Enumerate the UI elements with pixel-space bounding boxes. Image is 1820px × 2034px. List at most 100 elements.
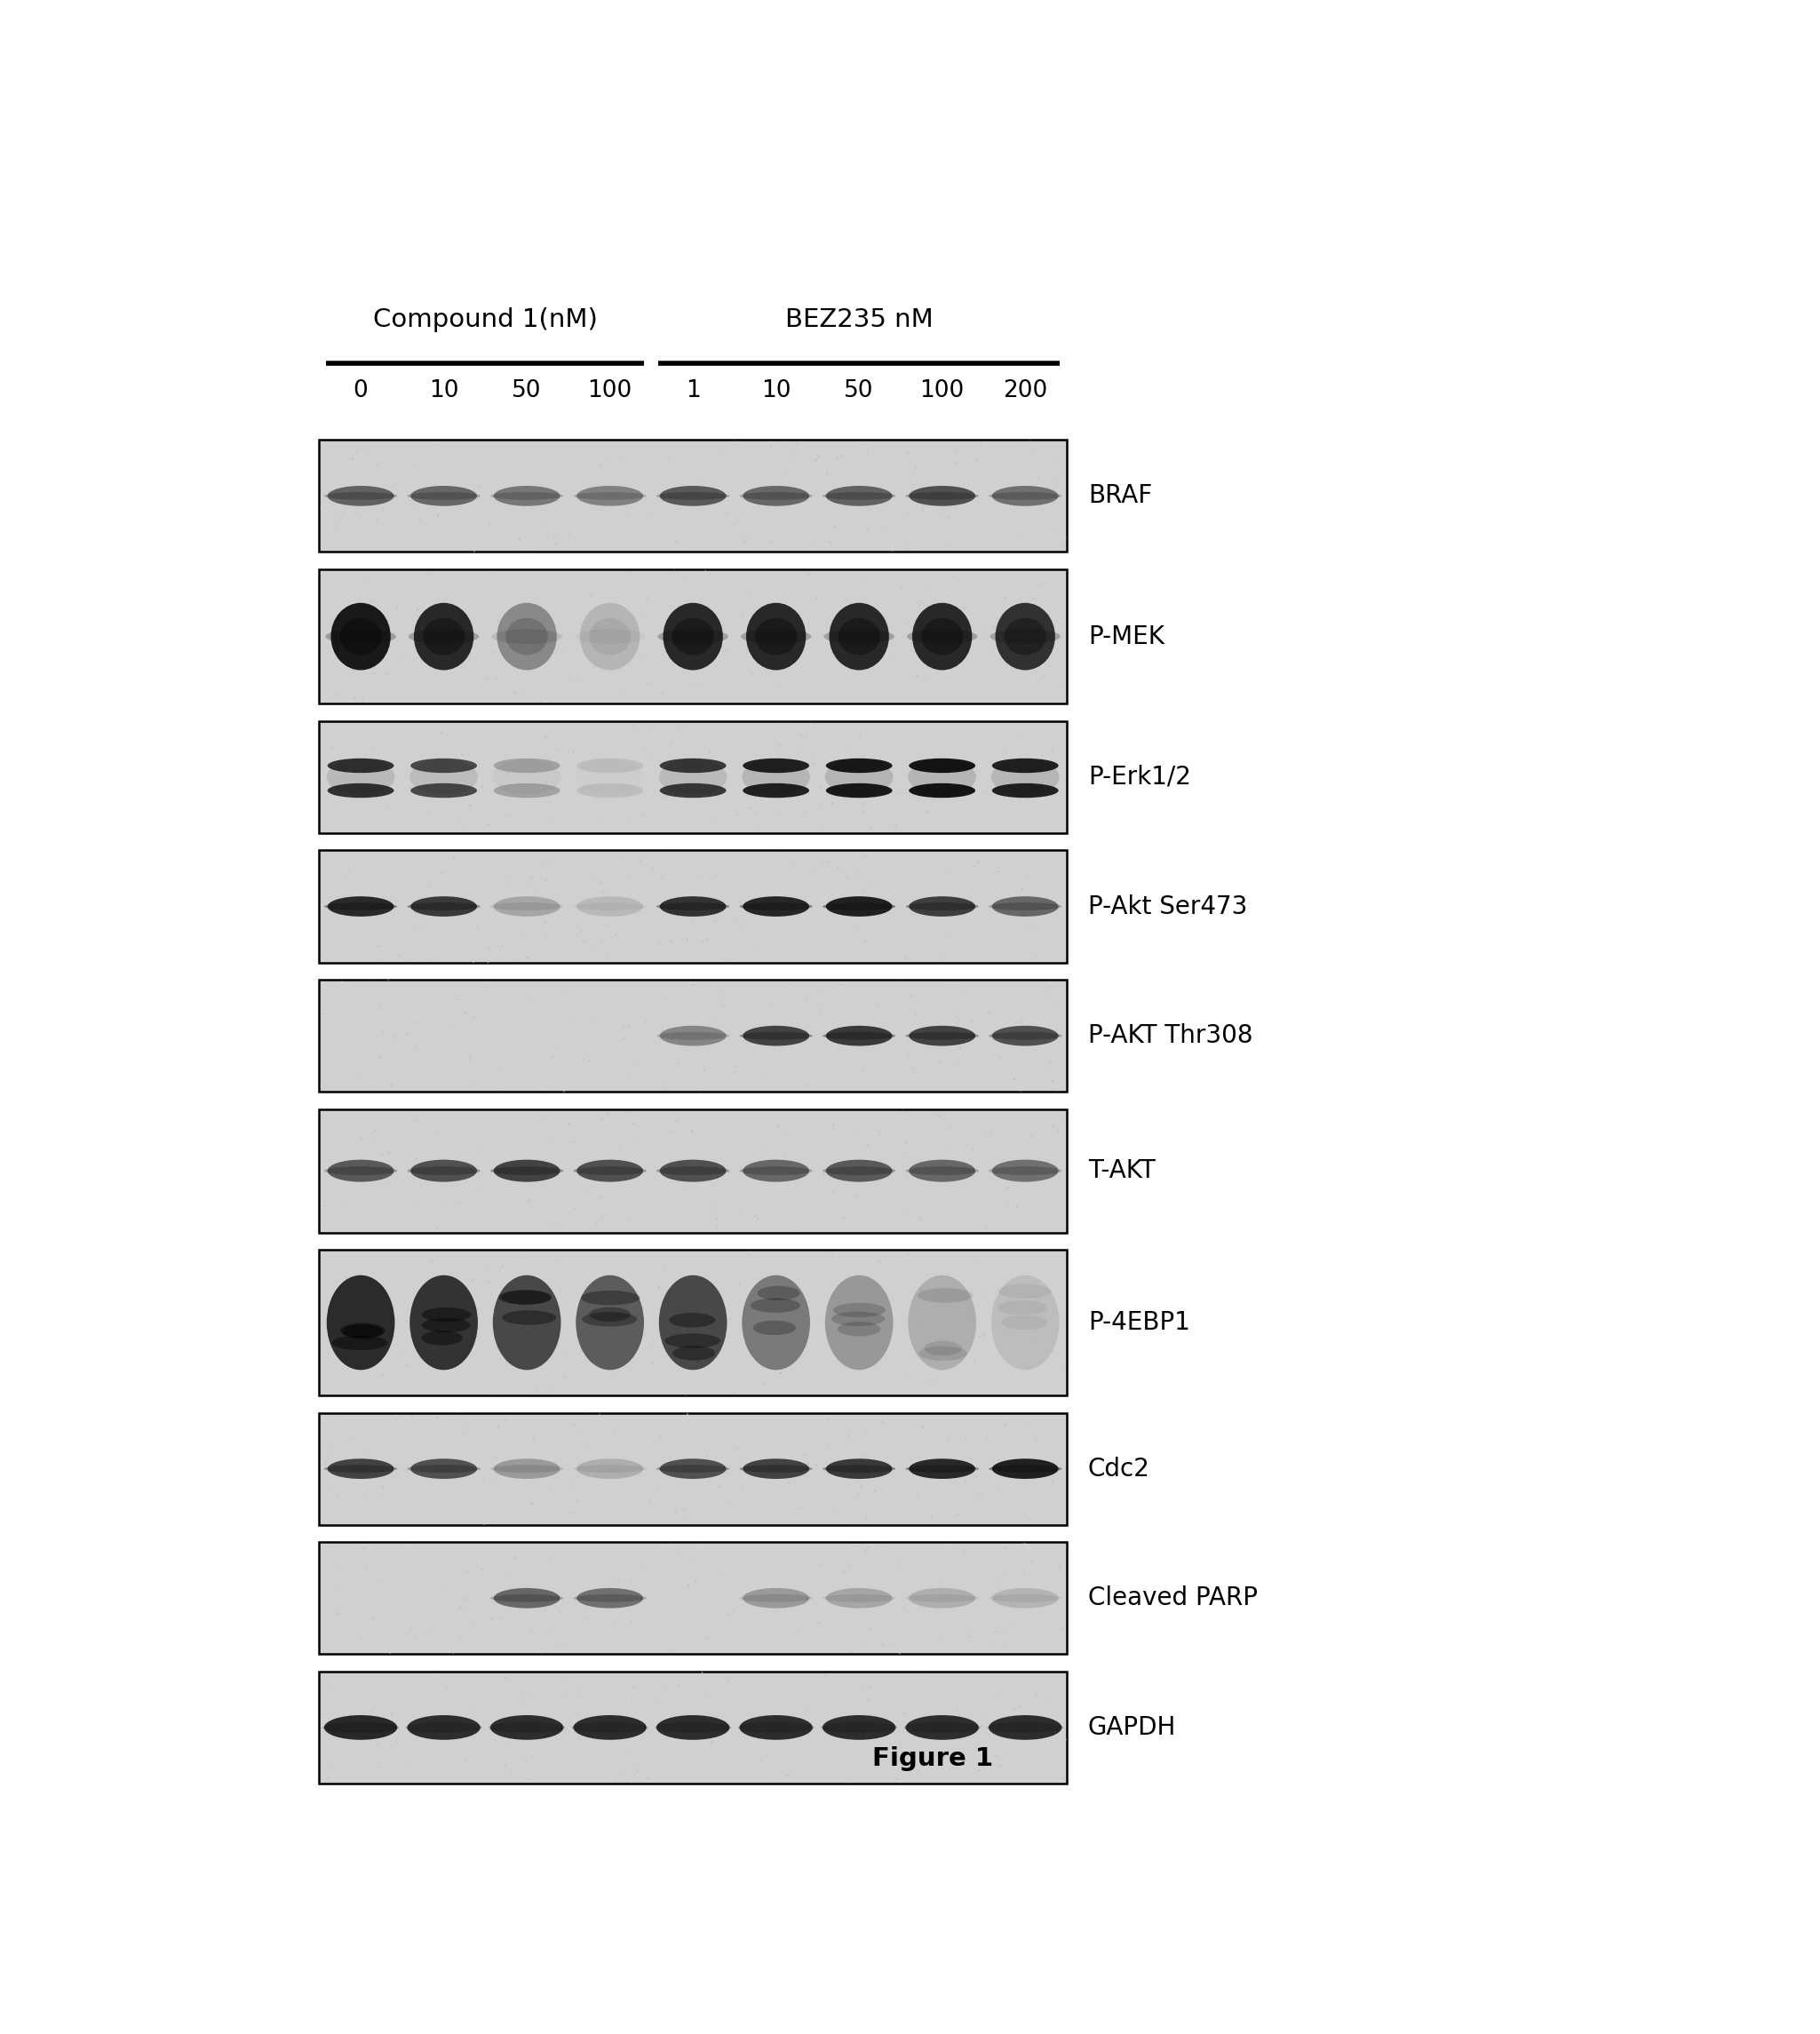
- Point: [843, 1161, 872, 1194]
- Point: [384, 641, 413, 673]
- Point: [661, 525, 690, 557]
- Point: [986, 1493, 1016, 1526]
- Ellipse shape: [659, 1159, 726, 1182]
- Point: [557, 734, 586, 767]
- Point: [814, 803, 843, 836]
- Point: [320, 1550, 349, 1582]
- Point: [990, 1133, 1019, 1165]
- Ellipse shape: [988, 1165, 1061, 1176]
- Point: [457, 1607, 486, 1639]
- Point: [482, 1723, 511, 1755]
- Point: [912, 504, 941, 537]
- Point: [1034, 1759, 1063, 1792]
- Point: [719, 1377, 748, 1410]
- Point: [892, 1137, 921, 1170]
- Point: [308, 492, 337, 525]
- Point: [1050, 1582, 1079, 1615]
- Point: [863, 1104, 892, 1137]
- Point: [799, 848, 828, 881]
- Ellipse shape: [824, 1275, 894, 1371]
- Ellipse shape: [988, 492, 1061, 500]
- Point: [941, 608, 970, 641]
- Point: [941, 433, 970, 466]
- Point: [1012, 1170, 1041, 1202]
- Point: [439, 1637, 468, 1670]
- Point: [459, 1001, 488, 1033]
- Point: [670, 1422, 699, 1454]
- Ellipse shape: [328, 897, 393, 917]
- Point: [903, 452, 932, 484]
- Point: [763, 1595, 792, 1627]
- Point: [455, 645, 484, 677]
- Point: [666, 848, 695, 881]
- Ellipse shape: [741, 629, 812, 645]
- Point: [950, 476, 979, 508]
- Point: [979, 1283, 1008, 1316]
- Point: [662, 712, 692, 744]
- Point: [615, 604, 644, 637]
- Point: [672, 1379, 701, 1412]
- Point: [688, 1656, 717, 1688]
- Point: [697, 897, 726, 930]
- Point: [764, 1766, 794, 1798]
- Point: [353, 1434, 382, 1467]
- Point: [952, 1766, 981, 1798]
- Ellipse shape: [493, 783, 561, 797]
- Point: [996, 1182, 1025, 1214]
- Point: [644, 1239, 673, 1271]
- Point: [1008, 1558, 1037, 1591]
- Ellipse shape: [739, 1595, 812, 1603]
- Point: [706, 431, 735, 464]
- Point: [559, 508, 588, 541]
- Point: [648, 781, 677, 814]
- Point: [417, 866, 446, 899]
- Point: [894, 533, 923, 565]
- Point: [1045, 1550, 1074, 1582]
- Point: [581, 1005, 610, 1037]
- Point: [480, 1572, 510, 1605]
- Ellipse shape: [324, 492, 397, 500]
- Point: [404, 1245, 433, 1277]
- Point: [318, 1560, 348, 1593]
- Ellipse shape: [328, 486, 393, 506]
- Point: [635, 525, 664, 557]
- Text: BEZ235 nM: BEZ235 nM: [784, 307, 934, 332]
- Point: [417, 1245, 446, 1277]
- Point: [959, 1133, 988, 1165]
- Point: [455, 923, 484, 956]
- Point: [724, 887, 753, 919]
- Point: [424, 431, 453, 464]
- Point: [488, 1715, 517, 1747]
- Point: [366, 1041, 395, 1074]
- Point: [466, 1454, 495, 1487]
- Point: [726, 1436, 755, 1469]
- Point: [470, 1509, 499, 1542]
- Point: [419, 1245, 448, 1277]
- Point: [568, 753, 597, 785]
- Ellipse shape: [992, 1458, 1059, 1479]
- Point: [682, 1298, 712, 1330]
- Point: [513, 1186, 542, 1218]
- Ellipse shape: [743, 759, 810, 773]
- Point: [612, 1737, 641, 1770]
- Point: [473, 1501, 502, 1534]
- Point: [377, 881, 406, 913]
- Point: [774, 844, 803, 877]
- Point: [974, 997, 1003, 1029]
- Ellipse shape: [411, 759, 477, 773]
- Point: [713, 1747, 743, 1780]
- Point: [470, 594, 499, 626]
- Ellipse shape: [992, 783, 1059, 797]
- Text: T-AKT: T-AKT: [1088, 1157, 1156, 1184]
- Point: [326, 785, 355, 818]
- Point: [391, 1261, 420, 1294]
- Point: [737, 976, 766, 1009]
- Point: [945, 1292, 974, 1324]
- Point: [641, 1759, 670, 1792]
- Point: [888, 976, 917, 1009]
- Point: [739, 1757, 768, 1790]
- Point: [659, 553, 688, 586]
- Point: [1039, 486, 1068, 519]
- Point: [597, 480, 626, 513]
- Point: [795, 1674, 824, 1707]
